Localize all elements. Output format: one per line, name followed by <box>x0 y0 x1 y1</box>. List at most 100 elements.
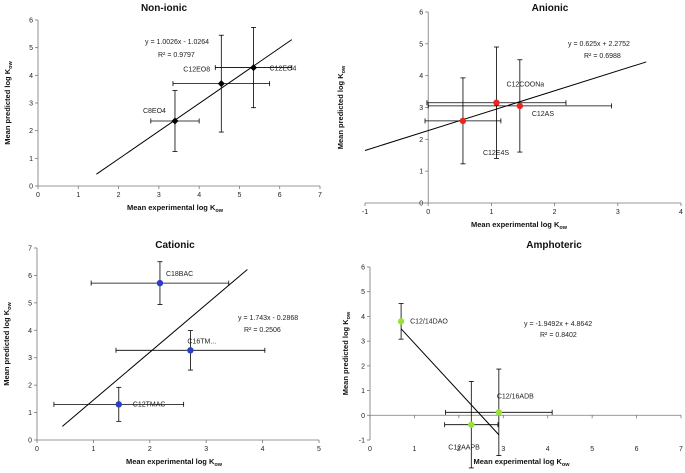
x-tick-label: 4 <box>679 209 683 216</box>
y-tick-label: 6 <box>28 273 32 280</box>
x-tick-label: 6 <box>635 446 639 453</box>
y-tick-label: 1 <box>29 156 33 163</box>
y-tick-label: 6 <box>361 265 365 272</box>
x-tick-label: 2 <box>457 446 461 453</box>
x-tick-label: 3 <box>616 209 620 216</box>
x-tick-label: 4 <box>197 192 201 199</box>
trendline <box>96 39 293 175</box>
y-tick-label: 1 <box>361 388 365 395</box>
x-tick-label: 7 <box>318 192 322 199</box>
x-tick-label: 5 <box>317 446 321 453</box>
data-point-marker <box>156 279 164 287</box>
y-tick-label: 7 <box>28 246 32 253</box>
data-point-marker <box>495 409 503 416</box>
y-tick-label: 1 <box>28 410 32 417</box>
data-point-label: C12EO8 <box>183 67 210 74</box>
y-tick-label: 6 <box>419 10 423 17</box>
data-point-group: C18BAC <box>90 261 230 305</box>
y-tick-label: 3 <box>28 355 32 362</box>
x-axis-title: Mean experimental log Kow <box>126 457 223 468</box>
y-tick-label: 0 <box>28 438 32 445</box>
y-tick-label: 2 <box>419 137 423 144</box>
x-tick-label: 1 <box>76 192 80 199</box>
data-point-marker <box>171 117 179 125</box>
r-squared-label: R² = 0.2506 <box>244 327 281 334</box>
data-point-group: C12AS <box>427 59 612 153</box>
data-point-marker <box>187 347 194 354</box>
data-point-marker <box>516 102 524 110</box>
data-point-group: C12EO8 <box>172 34 271 133</box>
y-tick-label: 5 <box>29 45 33 52</box>
trendline-equation: y = -1.9492x + 4.8642 <box>524 321 592 328</box>
panel-non-ionic: Non-ionic 0 1 2 3 4 5 6 7 0 1 2 3 4 5 6 Mean experimenta… <box>3 3 322 214</box>
x-tick-label: 1 <box>489 209 493 216</box>
x-tick-label: 4 <box>546 446 550 453</box>
data-point-group: C12/14DAO <box>397 303 448 340</box>
chart-title: Cationic <box>155 240 195 251</box>
data-point-group: C16TM... <box>115 330 266 371</box>
data-point-marker <box>217 80 225 88</box>
data-point-label: C18BAC <box>166 271 193 278</box>
y-tick-label: 4 <box>28 328 32 335</box>
trendline-equation: y = 0.625x + 2.2752 <box>568 41 630 48</box>
y-tick-label: 5 <box>28 300 32 307</box>
x-tick-label: 1 <box>412 446 416 453</box>
r-squared-label: R² = 0.8402 <box>540 332 577 339</box>
data-point-label: C12EO4 <box>270 66 297 73</box>
x-tick-label: 0 <box>426 209 430 216</box>
r-squared-label: R² = 0.6988 <box>584 53 621 60</box>
data-point-label: C12/16ADB <box>497 393 534 400</box>
x-tick-label: 7 <box>679 446 683 453</box>
data-point-label: C12AAPB <box>448 445 480 452</box>
data-point-group: C12/16ADB <box>445 368 553 456</box>
y-tick-label: 4 <box>361 314 365 321</box>
y-tick-label: 1 <box>419 169 423 176</box>
data-point-label: C12TMAC <box>133 401 166 408</box>
trendline <box>400 328 500 436</box>
y-tick-label: 4 <box>29 73 33 80</box>
data-point-group: C8EO4 <box>143 90 200 152</box>
x-tick-label: 2 <box>553 209 557 216</box>
data-point-label: C12/14DAO <box>410 318 448 325</box>
x-tick-label: 5 <box>237 192 241 199</box>
chart-title: Amphoteric <box>526 240 582 251</box>
x-tick-label: 1 <box>91 446 95 453</box>
x-tick-label: 2 <box>117 192 121 199</box>
y-tick-label: 0 <box>29 184 33 191</box>
y-tick-label: 0 <box>361 413 365 420</box>
x-axis-title: Mean experimental log Kow <box>471 220 568 231</box>
panel-anionic: Anionic -1 0 1 2 3 4 0 1 2 3 4 5 6 Mean experimental l… <box>336 3 683 231</box>
data-point-marker <box>459 117 467 125</box>
x-tick-label: 6 <box>278 192 282 199</box>
y-tick-label: 5 <box>419 41 423 48</box>
y-axis-title: Mean predicted log Kow <box>336 65 347 149</box>
y-tick-label: 0 <box>419 201 423 208</box>
data-point-marker <box>115 401 122 408</box>
y-tick-label: -1 <box>359 438 365 445</box>
data-point-label: C12AS <box>532 111 555 118</box>
y-tick-label: 2 <box>28 383 32 390</box>
data-point-group: C12AAPB <box>444 381 499 469</box>
data-point-marker <box>397 318 405 325</box>
data-point-label: C8EO4 <box>143 108 166 115</box>
data-point-marker <box>250 64 258 72</box>
y-tick-label: 4 <box>419 73 423 80</box>
data-point-marker <box>493 99 500 106</box>
data-point-marker <box>468 421 475 428</box>
x-tick-label: 5 <box>590 446 594 453</box>
data-point-group: C12COONa <box>426 46 567 159</box>
y-tick-label: 6 <box>29 18 33 25</box>
x-tick-label: 3 <box>157 192 161 199</box>
chart-title: Anionic <box>532 3 569 14</box>
x-tick-label: 3 <box>501 446 505 453</box>
x-tick-label: 2 <box>148 446 152 453</box>
data-point-group: C12EO4 <box>214 27 297 109</box>
x-tick-label: 0 <box>368 446 372 453</box>
y-tick-label: 3 <box>361 339 365 346</box>
data-point-label: C12COONa <box>506 82 544 89</box>
panel-cationic: Cationic 0 1 2 3 4 5 0 1 2 3 4 5 6 7 Mean experimental … <box>2 240 321 468</box>
y-axis-title: Mean predicted log Kow <box>3 61 14 145</box>
y-axis-title: Mean predicted log Kow <box>2 302 13 386</box>
x-tick-label: 0 <box>36 192 40 199</box>
